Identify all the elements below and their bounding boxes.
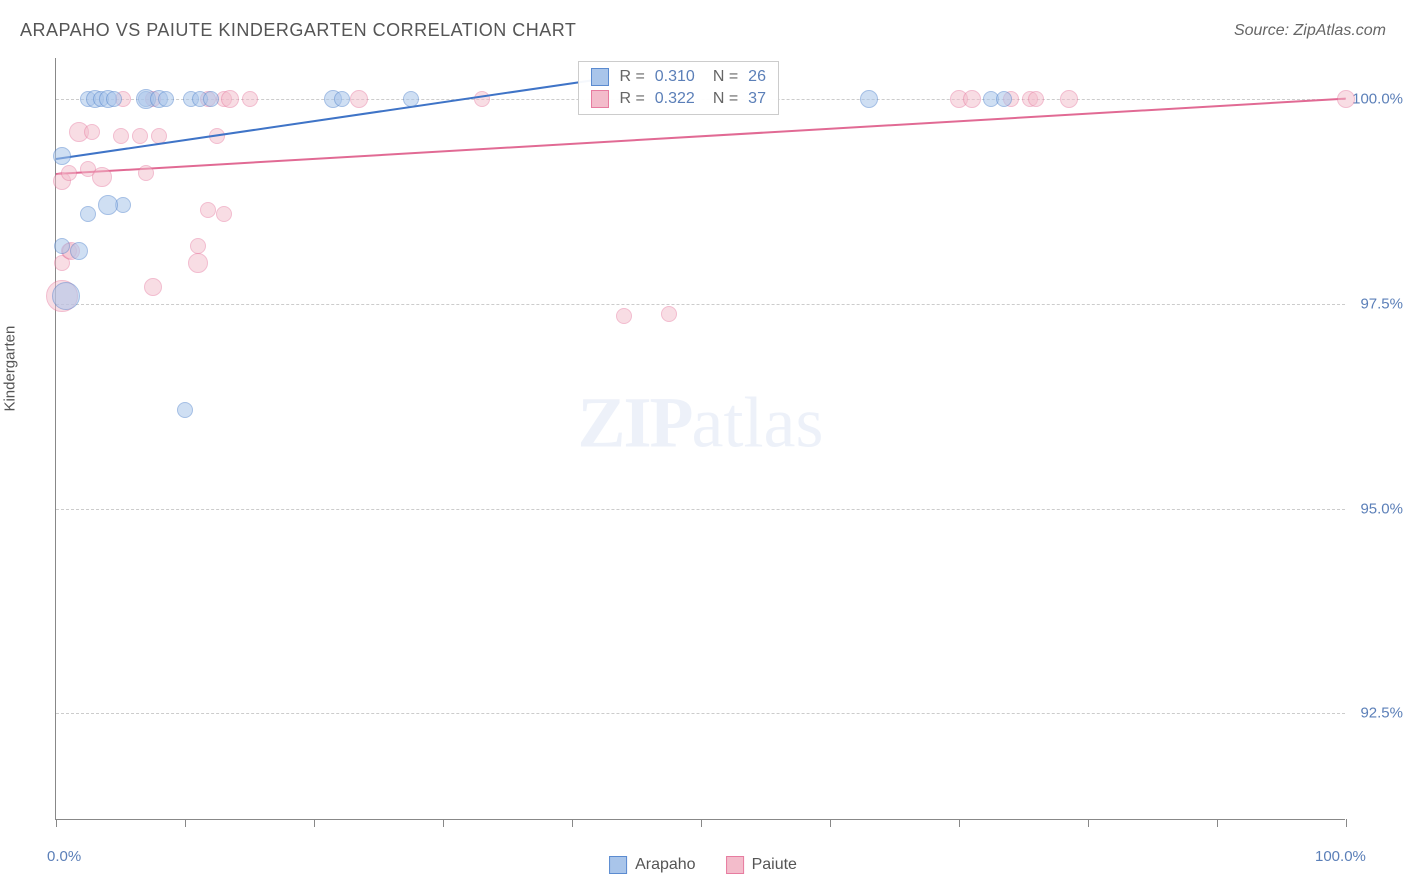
gridline	[56, 509, 1345, 510]
x-tick	[1346, 819, 1347, 827]
y-axis-label: Kindergarten	[2, 326, 19, 412]
paiute-point	[242, 91, 258, 107]
arapaho-point	[403, 91, 419, 107]
legend: Arapaho Paiute	[609, 856, 797, 874]
arapaho-point	[80, 206, 96, 222]
paiute-point	[963, 90, 981, 108]
paiute-point	[221, 90, 239, 108]
y-tick-label: 100.0%	[1349, 90, 1403, 107]
scatter-plot: ZIPatlas 92.5%95.0%97.5%100.0%R =0.310N …	[55, 58, 1345, 820]
x-tick-label: 100.0%	[1315, 848, 1366, 865]
arapaho-swatch	[591, 68, 609, 86]
r-value: 0.310	[655, 68, 695, 86]
arapaho-point	[996, 91, 1012, 107]
paiute-point	[188, 253, 208, 273]
paiute-point	[138, 165, 154, 181]
legend-swatch	[726, 856, 744, 874]
x-tick	[701, 819, 702, 827]
n-label: N =	[713, 90, 738, 108]
stats-row-arapaho: R = 0.310 N = 26	[591, 66, 766, 88]
n-value: 26	[748, 68, 766, 86]
legend-label: Paiute	[752, 856, 797, 874]
arapaho-point	[334, 91, 350, 107]
x-tick	[959, 819, 960, 827]
paiute-point	[113, 128, 129, 144]
arapaho-point	[98, 195, 118, 215]
n-value: 37	[748, 90, 766, 108]
arapaho-point	[53, 147, 71, 165]
paiute-point	[84, 124, 100, 140]
y-tick-label: 97.5%	[1349, 295, 1403, 312]
paiute-point	[1337, 90, 1355, 108]
arapaho-point	[158, 91, 174, 107]
arapaho-point	[54, 238, 70, 254]
arapaho-point	[203, 91, 219, 107]
paiute-point	[616, 308, 632, 324]
chart-source: Source: ZipAtlas.com	[1234, 22, 1386, 40]
arapaho-point	[177, 402, 193, 418]
r-label: R =	[619, 68, 644, 86]
stats-box: R = 0.310 N = 26 R = 0.322 N = 37	[578, 61, 779, 115]
x-tick	[185, 819, 186, 827]
gridline	[56, 304, 1345, 305]
chart-title: ARAPAHO VS PAIUTE KINDERGARTEN CORRELATI…	[20, 20, 576, 41]
paiute-swatch	[591, 90, 609, 108]
arapaho-point	[70, 242, 88, 260]
paiute-point	[216, 206, 232, 222]
x-tick	[314, 819, 315, 827]
paiute-point	[474, 91, 490, 107]
gridline	[56, 713, 1345, 714]
x-tick	[830, 819, 831, 827]
r-label: R =	[619, 90, 644, 108]
arapaho-point	[52, 282, 80, 310]
x-tick	[1088, 819, 1089, 827]
stats-row-paiute: R = 0.322 N = 37	[591, 88, 766, 110]
x-tick	[572, 819, 573, 827]
paiute-point	[92, 167, 112, 187]
paiute-point	[132, 128, 148, 144]
paiute-point	[200, 202, 216, 218]
x-tick	[1217, 819, 1218, 827]
paiute-point	[661, 306, 677, 322]
paiute-point	[1060, 90, 1078, 108]
x-tick	[443, 819, 444, 827]
paiute-point	[144, 278, 162, 296]
paiute-point	[1028, 91, 1044, 107]
legend-label: Arapaho	[635, 856, 696, 874]
paiute-point	[350, 90, 368, 108]
y-tick-label: 95.0%	[1349, 500, 1403, 517]
y-tick-label: 92.5%	[1349, 705, 1403, 722]
legend-swatch	[609, 856, 627, 874]
arapaho-point	[860, 90, 878, 108]
r-value: 0.322	[655, 90, 695, 108]
watermark: ZIPatlas	[578, 382, 824, 465]
n-label: N =	[713, 68, 738, 86]
x-tick-label: 0.0%	[47, 848, 81, 865]
arapaho-point	[106, 91, 122, 107]
legend-item-arapaho: Arapaho	[609, 856, 696, 874]
legend-item-paiute: Paiute	[726, 856, 797, 874]
paiute-point	[61, 165, 77, 181]
x-tick	[56, 819, 57, 827]
